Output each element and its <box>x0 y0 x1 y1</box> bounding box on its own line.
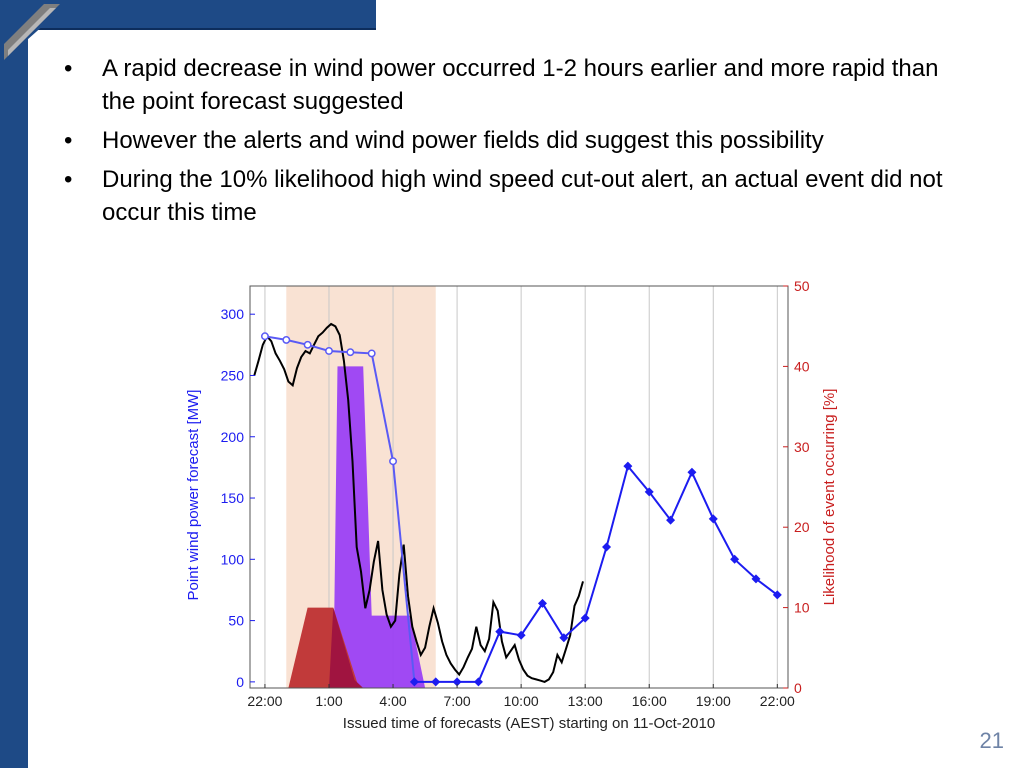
bullet-glyph: • <box>64 166 73 193</box>
forecast-point <box>303 340 312 349</box>
bullet-list: • A rapid decrease in wind power occurred… <box>58 52 978 235</box>
forecast-point <box>730 554 740 564</box>
y2-tick-label: 20 <box>794 519 810 535</box>
alert-area-likelihood <box>288 366 426 688</box>
y2-tick-label: 30 <box>794 439 810 455</box>
forecast-point <box>495 627 505 637</box>
forecast-point <box>431 677 441 687</box>
bullet-text: A rapid decrease in wind power occurred … <box>102 55 939 115</box>
x-tick-label: 4:00 <box>379 693 406 709</box>
y2-tick-label: 50 <box>794 278 810 294</box>
y2-tick-label: 10 <box>794 600 810 616</box>
forecast-point <box>666 515 676 525</box>
x-axis-label: Issued time of forecasts (AEST) starting… <box>343 715 715 732</box>
forecast-point <box>282 335 291 344</box>
x-tick-label: 22:00 <box>760 693 795 709</box>
forecast-point <box>260 332 269 341</box>
x-tick-label: 1:00 <box>315 693 342 709</box>
forecast-point <box>602 542 612 552</box>
y-axis-label: Point wind power forecast [MW] <box>185 390 202 601</box>
x-tick-label: 16:00 <box>632 693 667 709</box>
y2-tick-label: 0 <box>794 680 802 696</box>
y-tick-label: 250 <box>221 367 245 383</box>
forecast-point <box>772 590 782 600</box>
forecast-point <box>644 487 654 497</box>
alert-area-overlap <box>329 607 364 688</box>
forecast-point <box>346 348 355 357</box>
forecast-point <box>623 461 633 471</box>
bullet-item: • During the 10% likelihood high wind spe… <box>58 163 978 229</box>
forecast-point <box>452 677 462 687</box>
corner-logo <box>0 0 72 64</box>
actual-power-line <box>253 322 584 683</box>
forecast-point <box>751 574 761 584</box>
bullet-glyph: • <box>64 127 73 154</box>
bullet-item: • A rapid decrease in wind power occurred… <box>58 52 978 118</box>
x-tick-label: 22:00 <box>247 693 282 709</box>
forecast-point <box>537 598 547 608</box>
forecast-point <box>687 467 697 477</box>
plot-frame <box>249 285 789 689</box>
left-frame-bar <box>0 0 28 768</box>
y-tick-label: 300 <box>221 306 245 322</box>
y2-axis-label: Likelihood of event occurring [%] <box>821 389 838 606</box>
y2-tick-label: 40 <box>794 358 810 374</box>
x-tick-label: 19:00 <box>696 693 731 709</box>
forecast-point <box>473 677 483 687</box>
forecast-point <box>409 677 419 687</box>
forecast-point <box>325 347 333 355</box>
page-number: 21 <box>979 728 1004 753</box>
x-tick-label: 10:00 <box>504 693 539 709</box>
forecast-point <box>708 514 718 524</box>
y-tick-label: 100 <box>221 551 245 567</box>
bullet-text: However the alerts and wind power fields… <box>102 127 824 154</box>
bullet-item: • However the alerts and wind power field… <box>58 124 978 157</box>
forecast-point <box>559 633 569 643</box>
x-tick-label: 13:00 <box>568 693 603 709</box>
y-tick-label: 200 <box>221 429 245 445</box>
forecast-point <box>367 349 376 358</box>
bullet-text: During the 10% likelihood high wind spee… <box>102 166 943 226</box>
y-tick-label: 0 <box>236 674 244 690</box>
forecast-point <box>580 613 590 623</box>
x-tick-label: 7:00 <box>443 693 470 709</box>
bullet-glyph: • <box>64 55 73 82</box>
y-tick-label: 50 <box>228 613 244 629</box>
y-tick-label: 150 <box>221 490 245 506</box>
forecast-point <box>389 457 397 466</box>
forecast-point <box>516 630 526 640</box>
